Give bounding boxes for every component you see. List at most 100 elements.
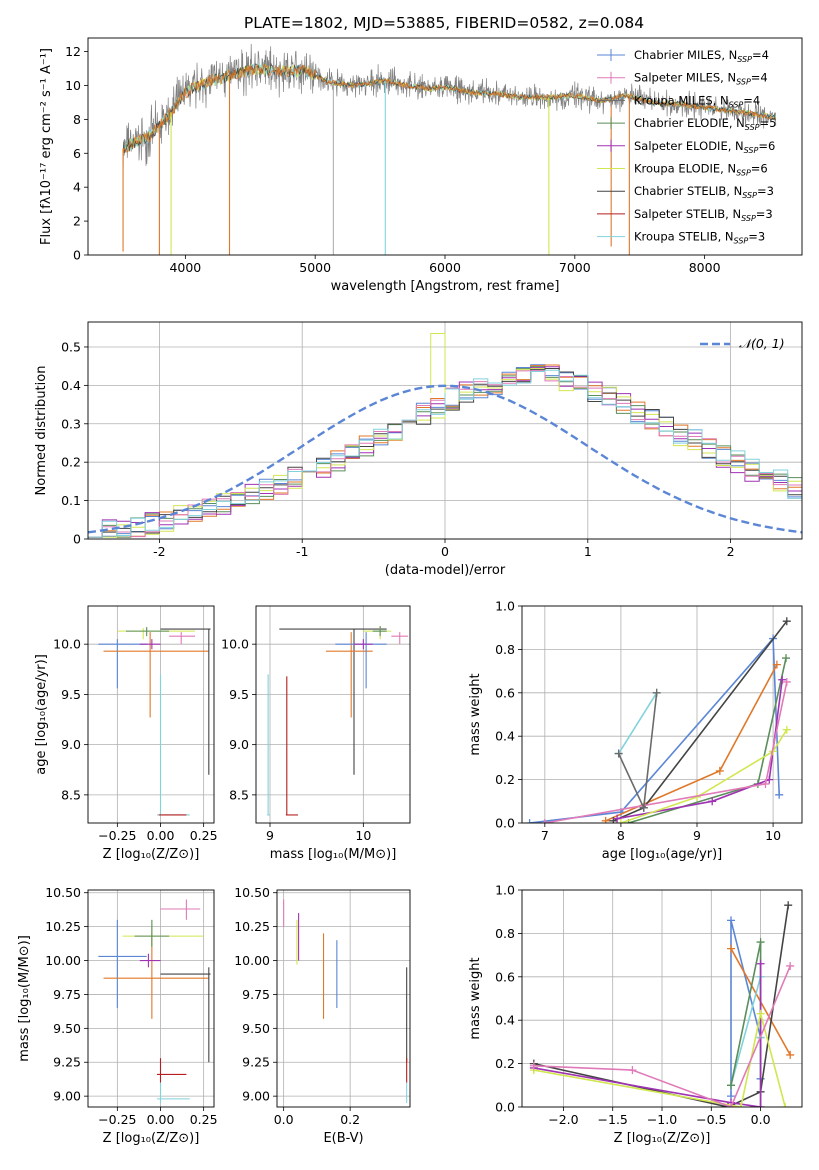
data-point <box>639 803 648 812</box>
legend-entry: Salpeter ELODIE, NSSP=6 <box>634 139 775 155</box>
axes-frame <box>276 889 411 1108</box>
axes: 9 10 8.5 9.0 9.5 10.0 mass [log₁₀(M/M⊙)] <box>221 605 411 862</box>
y-tick-label: 9.00 <box>53 1089 81 1104</box>
spectrum-data-line <box>122 43 777 177</box>
y-axis-label: age [log₁₀(age/yr)] <box>34 654 49 775</box>
x-tick-label: −1.5 <box>598 1112 628 1127</box>
y-tick-label: 1.0 <box>495 599 515 614</box>
x-axis-label: Z [log₁₀(Z/Z⊙)] <box>103 1131 200 1146</box>
chart-panel-7: 0.0 0.2 9.00 9.25 9.50 9.75 10.00 10.25 10.50 E(B… <box>234 885 411 1146</box>
series <box>529 959 765 1107</box>
data-point <box>727 916 736 925</box>
plot-area <box>122 43 777 255</box>
legend-entry: Chabrier STELIB, NSSP=3 <box>634 184 774 200</box>
x-axis-label: Z [log₁₀(Z/Z⊙)] <box>614 1131 711 1146</box>
data-point <box>525 819 534 823</box>
x-tick-label: 6000 <box>429 260 461 275</box>
data-point <box>782 677 791 686</box>
legend-label: Chabrier STELIB, N <box>634 184 742 198</box>
axes-frame <box>521 889 803 1108</box>
chart-panel-1: 4000 5000 6000 7000 8000 0 2 4 6 8 10 12 wavelength … <box>39 37 803 294</box>
figure-title: PLATE=1802, MJD=53885, FIBERID=0582, z=0… <box>244 14 644 32</box>
legend-sub: SSP <box>736 169 751 178</box>
legend-sub: SSP <box>729 100 744 109</box>
x-tick-label: −1.0 <box>647 1112 677 1127</box>
histogram-peak-bin <box>430 333 446 394</box>
y-tick-label: 9.75 <box>242 987 270 1002</box>
x-tick-label: 2 <box>727 544 735 559</box>
y-tick-label: 1.0 <box>495 883 515 898</box>
data-point <box>614 749 623 758</box>
y-tick-label: 10.00 <box>234 953 270 968</box>
data-point <box>727 1103 736 1107</box>
y-tick-label: 0.5 <box>61 339 81 354</box>
data-point <box>613 814 622 823</box>
y-axis-label: Normed distribution <box>34 366 49 496</box>
errorbar-point <box>169 632 196 645</box>
data-point <box>736 1103 745 1107</box>
chart-panel-8: −2.0 −1.5 −1.0 −0.5 0.0 0.0 0.2 0.4 0.6 0.8 1.0 Z [… <box>468 883 803 1146</box>
data-point <box>756 1009 765 1018</box>
axes-frame <box>87 321 803 540</box>
series <box>525 634 784 823</box>
y-tick-label: 12 <box>65 44 81 59</box>
axes: -2 -1 0 1 2 0 0.1 0.2 0.3 0.4 0.5 (data-model)/erro… <box>34 321 803 578</box>
data-point <box>782 654 791 663</box>
series-line <box>544 681 788 823</box>
x-tick-label: 9 <box>266 828 274 843</box>
errorbar-point <box>125 627 170 637</box>
axes-frame <box>255 605 411 824</box>
errorbar-point <box>103 632 209 718</box>
data-point <box>786 961 795 970</box>
y-tick-label: 10.00 <box>45 953 81 968</box>
x-axis-label: Z [log₁₀(Z/Z⊙)] <box>103 847 200 862</box>
errorbar-point <box>103 933 209 1019</box>
x-tick-label: 0.25 <box>190 1112 218 1127</box>
x-tick-label: 10 <box>355 828 371 843</box>
y-tick-label: 10 <box>65 78 81 93</box>
series <box>614 688 661 812</box>
legend-suffix: =4 <box>743 93 760 107</box>
legend-entry: Kroupa STELIB, NSSP=3 <box>634 230 765 246</box>
data-point <box>616 819 625 823</box>
errorbar-point <box>372 626 387 637</box>
x-tick-label: 0.00 <box>147 1112 175 1127</box>
y-tick-label: 0.2 <box>495 772 515 787</box>
series-line <box>616 679 783 820</box>
x-tick-label: 0 <box>441 544 449 559</box>
y-tick-label: 0.4 <box>495 1013 515 1028</box>
errorbar-point <box>335 632 387 689</box>
axes-frame <box>87 37 803 256</box>
y-tick-label: 0.8 <box>495 642 515 657</box>
legend-suffix: =6 <box>751 162 768 176</box>
errorbar-point <box>139 639 161 650</box>
y-tick-label: 0.4 <box>61 378 81 393</box>
grid <box>256 606 410 823</box>
legend-entry: Chabrier MILES, NSSP=4 <box>634 48 769 64</box>
data-point <box>756 1103 765 1107</box>
y-tick-label: 9.0 <box>229 737 249 752</box>
grid <box>88 890 214 1107</box>
data-point <box>601 816 610 823</box>
errorbar-point <box>117 628 196 640</box>
series-line <box>617 692 658 755</box>
y-tick-label: 0.2 <box>61 455 81 470</box>
errorbar-point <box>279 628 387 775</box>
legend-label: Kroupa STELIB, N <box>634 230 734 244</box>
series-line <box>628 657 787 823</box>
x-tick-label: 8 <box>617 828 625 843</box>
data-point <box>784 901 793 910</box>
y-tick-label: 0.6 <box>495 685 515 700</box>
legend-suffix: =4 <box>751 71 768 85</box>
series-line <box>533 965 791 1107</box>
legend-sub: SSP <box>741 214 756 223</box>
y-axis-label: mass weight <box>468 957 483 1039</box>
y-tick-label: 9.0 <box>61 737 81 752</box>
histogram-step <box>88 369 802 538</box>
legend-suffix: =3 <box>748 230 765 244</box>
y-axis-label: Flux [fλ10⁻¹⁷ erg cm⁻² s⁻¹ A⁻¹] <box>39 48 54 245</box>
x-tick-label: -1 <box>296 544 308 559</box>
x-tick-label: 0.00 <box>147 828 175 843</box>
plot-area <box>283 899 408 1103</box>
x-tick-label: 0.0 <box>751 1112 771 1127</box>
